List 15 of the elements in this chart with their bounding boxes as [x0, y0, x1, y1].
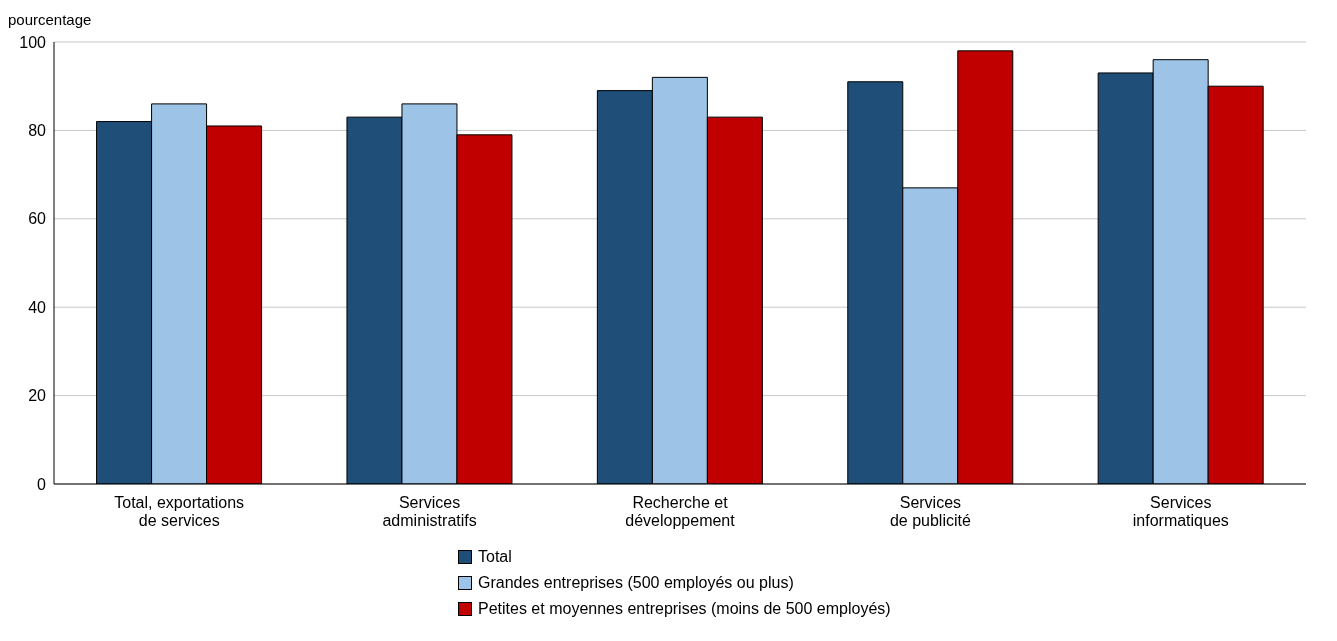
y-tick-label: 20	[28, 387, 47, 405]
x-tick-label: Total, exportations de services	[114, 494, 245, 529]
legend-label: Grandes entreprises (500 employés ou plus)	[478, 574, 794, 592]
legend-label: Petites et moyennes entreprises (moins de 500 employés)	[478, 600, 891, 618]
legend-label: Total	[478, 548, 512, 566]
y-tick-label: 80	[28, 122, 47, 140]
x-tick-label: Services administratifs	[382, 494, 477, 529]
x-tick-label: Recherche et développement	[625, 494, 736, 529]
y-tick-label: 0	[37, 475, 47, 493]
x-tick-label: Services informatiques	[1132, 494, 1229, 529]
y-tick-label: 40	[28, 298, 47, 316]
y-axis-title: pourcentage	[8, 10, 93, 30]
x-tick-label: Services de publicité	[889, 494, 971, 529]
y-tick-label: 60	[28, 210, 47, 228]
y-tick-label: 100	[19, 33, 47, 51]
